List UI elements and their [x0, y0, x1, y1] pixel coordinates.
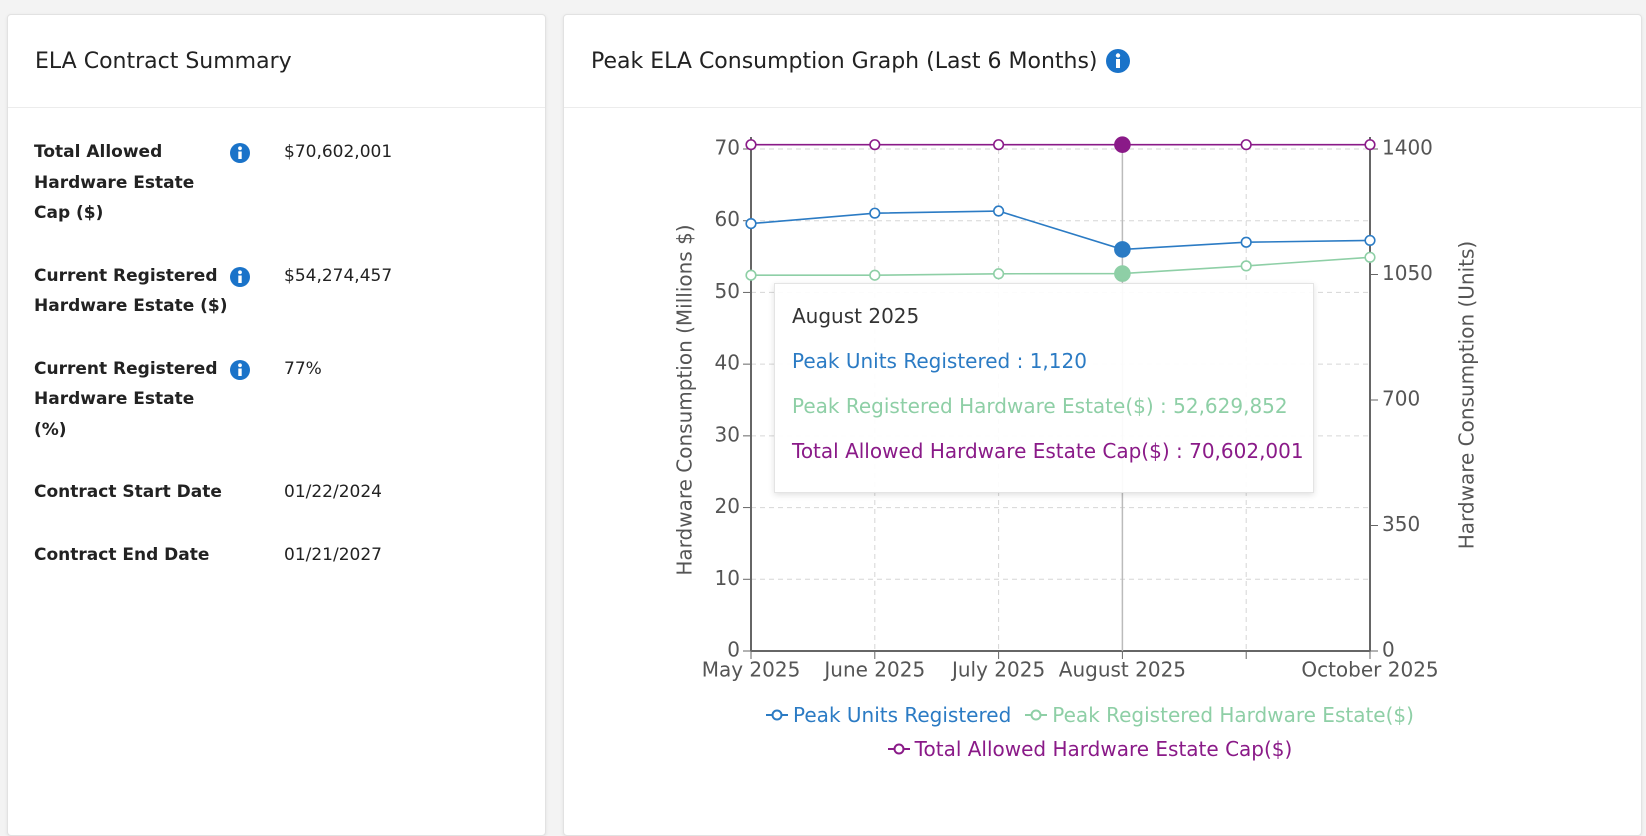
- legend-label: Peak Units Registered: [793, 703, 1012, 727]
- legend: Peak Units Registered Peak Registered Har…: [740, 703, 1440, 761]
- y2-tick-label: 0: [1382, 638, 1395, 662]
- summary-value: 77%: [284, 358, 322, 379]
- x-tick-label: October 2025: [1301, 658, 1438, 682]
- data-point: [1364, 234, 1376, 247]
- y2-tick-label: 1050: [1382, 261, 1433, 285]
- legend-label: Total Allowed Hardware Estate Cap($): [914, 737, 1293, 761]
- data-point: [869, 139, 881, 151]
- legend-icon: [887, 743, 910, 755]
- legend-icon-dot: [771, 709, 783, 721]
- data-point: [1240, 260, 1252, 272]
- summary-row: Current Registered Hardware Estate (%) 77…: [34, 354, 392, 446]
- x-tick-label: May 2025: [702, 658, 801, 682]
- summary-header: ELA Contract Summary: [8, 15, 545, 108]
- legend-item[interactable]: Peak Units Registered: [766, 703, 1011, 727]
- y-tick-label: 60: [715, 207, 740, 231]
- legend-item[interactable]: Peak Registered Hardware Estate($): [1025, 703, 1414, 727]
- y-tick-label: 40: [715, 351, 740, 375]
- y-tick-label: 10: [715, 566, 740, 590]
- summary-rows: Total Allowed Hardware Estate Cap ($) $70…: [34, 137, 392, 602]
- summary-value: $70,602,001: [284, 142, 393, 162]
- tooltip-line: Total Allowed Hardware Estate Cap($) : 7…: [792, 439, 1304, 463]
- legend-icon: [1025, 709, 1048, 721]
- summary-label: Contract Start Date: [34, 482, 222, 502]
- legend-icon-dot: [1030, 709, 1042, 721]
- y-tick-label: 50: [715, 279, 740, 303]
- info-icon-bar: [238, 151, 242, 159]
- data-point: [1364, 139, 1376, 151]
- data-point: [1114, 241, 1131, 258]
- data-point: [1240, 236, 1252, 248]
- summary-value: $54,274,457: [284, 265, 393, 286]
- y-axis-label: Hardware Consumption (Millions $): [673, 224, 697, 575]
- info-cell: [230, 137, 284, 229]
- summary-label: Contract End Date: [34, 544, 210, 565]
- info-cell: [230, 261, 284, 322]
- data-point: [1364, 251, 1376, 263]
- data-point: [992, 205, 1005, 217]
- summary-row: Total Allowed Hardware Estate Cap ($) $70…: [34, 137, 392, 229]
- info-icon[interactable]: [230, 359, 250, 380]
- data-point: [869, 207, 881, 219]
- summary-card: ELA Contract Summary Total Allowed Hardw…: [7, 14, 546, 836]
- data-point: [1240, 139, 1252, 151]
- summary-row: Contract Start Date 01/22/2024: [34, 477, 392, 508]
- tooltip-line: Peak Units Registered : 1,120: [792, 349, 1087, 373]
- data-point: [1114, 136, 1131, 153]
- x-tick-label: August 2025: [1059, 658, 1186, 682]
- y2-axis-label: Hardware Consumption (Units): [1455, 241, 1479, 549]
- data-point: [992, 139, 1005, 151]
- info-icon-dot: [238, 269, 242, 274]
- info-icon[interactable]: [1105, 49, 1130, 73]
- data-point: [1114, 265, 1131, 282]
- y-tick-label: 20: [715, 494, 740, 518]
- x-tick-label: June 2025: [822, 658, 925, 682]
- legend-icon-dot: [893, 743, 905, 755]
- data-point: [745, 269, 757, 281]
- legend-icon: [766, 709, 789, 721]
- series-line: [751, 256, 1371, 277]
- info-icon-bar: [238, 275, 242, 283]
- summary-row: Contract End Date 01/21/2027: [34, 540, 392, 571]
- info-icon-bar: [238, 368, 242, 376]
- tooltip-title: August 2025: [792, 304, 920, 328]
- chart-title: Peak ELA Consumption Graph (Last 6 Month…: [591, 48, 1098, 74]
- y-tick-label: 70: [715, 136, 740, 160]
- y-tick-label: 0: [727, 638, 740, 662]
- summary-row: Current Registered Hardware Estate ($) $5…: [34, 261, 392, 322]
- summary-value: 01/21/2027: [284, 544, 382, 565]
- summary-title: ELA Contract Summary: [35, 48, 292, 74]
- info-icon-dot: [238, 362, 242, 367]
- info-icon[interactable]: [230, 143, 250, 163]
- summary-label: Total Allowed Hardware Estate Cap ($): [34, 142, 195, 223]
- info-icon[interactable]: [230, 266, 250, 287]
- tooltip: August 2025 Peak Units Registered : 1,12…: [774, 283, 1314, 493]
- summary-label: Current Registered Hardware Estate (%): [34, 358, 218, 440]
- series-line: [750, 210, 1371, 251]
- data-point: [745, 217, 757, 230]
- tooltip-line: Peak Registered Hardware Estate($) : 52,…: [792, 394, 1288, 418]
- chart-header: Peak ELA Consumption Graph (Last 6 Month…: [564, 15, 1641, 108]
- legend-label: Peak Registered Hardware Estate($): [1052, 703, 1414, 727]
- y-tick-label: 30: [715, 422, 740, 446]
- y2-tick-label: 700: [1382, 387, 1420, 411]
- y2-tick-label: 350: [1382, 512, 1420, 536]
- legend-item[interactable]: Total Allowed Hardware Estate Cap($): [887, 737, 1293, 761]
- x-tick-label: July 2025: [950, 658, 1045, 682]
- y2-tick-label: 1400: [1382, 136, 1433, 160]
- info-cell: [230, 354, 284, 446]
- data-point: [992, 268, 1005, 280]
- data-point: [869, 269, 881, 281]
- data-point: [745, 139, 757, 151]
- info-icon-dot: [238, 146, 242, 151]
- summary-label: Current Registered Hardware Estate ($): [34, 265, 228, 317]
- summary-value: 01/22/2024: [284, 482, 382, 502]
